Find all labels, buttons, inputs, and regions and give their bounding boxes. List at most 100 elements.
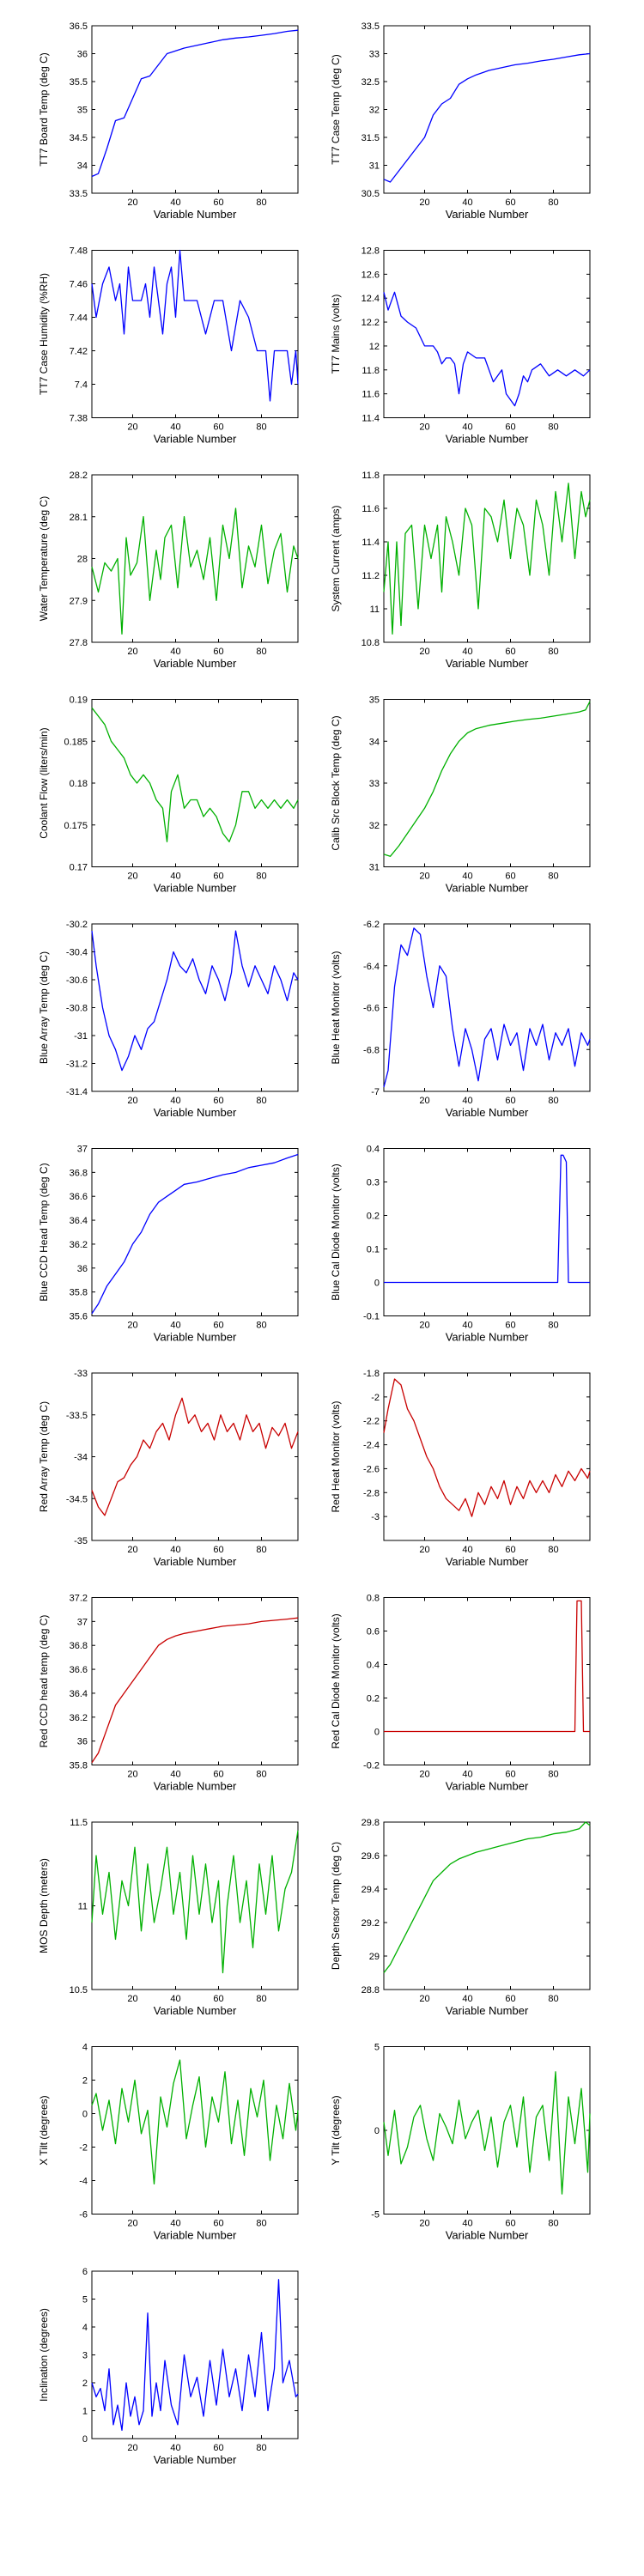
- y-tick-label: -30.8: [66, 1004, 88, 1014]
- y-tick-label: 0.3: [367, 1178, 380, 1188]
- x-tick-label: 80: [548, 647, 558, 657]
- y-axis-label: Red Heat Monitor (volts): [330, 1400, 342, 1512]
- x-tick-label: 20: [419, 647, 429, 657]
- y-tick-label: 32: [369, 106, 380, 116]
- y-tick-label: -3: [371, 1512, 380, 1522]
- x-axis-label: Variable Number: [446, 208, 529, 221]
- y-tick-label: 0.18: [70, 779, 88, 789]
- x-tick-label: 40: [170, 2219, 180, 2229]
- y-tick-label: 0.4: [367, 1145, 380, 1155]
- series-line: [383, 1378, 591, 1517]
- plot-frame: [91, 699, 299, 867]
- y-tick-label: 37: [77, 1145, 88, 1155]
- x-tick-label: 20: [127, 872, 137, 882]
- x-axis-label: Variable Number: [446, 882, 529, 895]
- y-tick-label: 11: [78, 1902, 88, 1912]
- y-tick-label: -33.5: [66, 1411, 88, 1421]
- y-tick-label: 34: [369, 737, 380, 747]
- y-tick-label: 28.1: [70, 513, 88, 523]
- x-axis-label: Variable Number: [446, 1106, 529, 1119]
- x-axis-label: Variable Number: [446, 2004, 529, 2017]
- y-axis-label: System Current (amps): [330, 505, 342, 611]
- series-line: [91, 507, 299, 635]
- y-axis-label: TT7 Case Humidity (%RH): [38, 273, 50, 395]
- y-tick-label: 0.175: [64, 821, 88, 831]
- x-tick-label: 60: [213, 872, 223, 882]
- y-tick-label: 6: [82, 2267, 88, 2277]
- series-line: [91, 707, 299, 842]
- y-tick-label: 35: [77, 106, 88, 116]
- series-line: [383, 701, 591, 857]
- x-axis-label: Variable Number: [446, 433, 529, 446]
- y-tick-label: 35.8: [70, 1761, 88, 1771]
- series-line: [91, 2279, 299, 2431]
- plot-frame: [383, 1597, 591, 1765]
- x-axis-label: Variable Number: [154, 433, 237, 446]
- x-tick-label: 20: [419, 2219, 429, 2229]
- y-tick-label: 36.6: [70, 1665, 88, 1675]
- x-tick-label: 80: [548, 1321, 558, 1331]
- x-tick-label: 40: [170, 872, 180, 882]
- x-tick-label: 80: [256, 1994, 266, 2004]
- y-tick-label: 36.2: [70, 1240, 88, 1250]
- x-tick-label: 60: [213, 1096, 223, 1106]
- y-tick-label: 33.5: [361, 21, 380, 32]
- y-tick-label: -31.2: [66, 1060, 88, 1070]
- y-tick-label: -2.8: [363, 1488, 380, 1498]
- y-axis-label: Y Tilt (degrees): [330, 2095, 342, 2165]
- series-line: [91, 29, 299, 178]
- y-tick-label: 0.6: [367, 1627, 380, 1637]
- x-axis-label: Variable Number: [446, 657, 529, 670]
- y-tick-label: 0.19: [70, 696, 88, 706]
- y-tick-label: -34: [74, 1453, 88, 1463]
- x-tick-label: 20: [419, 1545, 429, 1555]
- x-axis-label: Variable Number: [154, 2453, 237, 2466]
- y-axis-label: TT7 Board Temp (deg C): [38, 52, 50, 167]
- chart-panel-16: 20 40 60 80 -0.2 0 0.2 0.4 0.6 0.8 Variable Number…: [330, 1594, 591, 1793]
- y-axis-label: Red CCD head temp (deg C): [38, 1615, 50, 1748]
- plot-frame: [91, 1597, 299, 1765]
- x-tick-label: 80: [548, 422, 558, 433]
- plot-frame: [383, 250, 591, 418]
- series-line: [91, 2059, 299, 2185]
- y-tick-label: 34.5: [70, 133, 88, 143]
- chart-panel-6: 20 40 60 80 10.8 11 11.2 11.4 11.6 11.8 Variable N…: [330, 471, 591, 670]
- y-tick-label: 32: [369, 821, 380, 831]
- plot-frame: [91, 1372, 299, 1541]
- y-tick-label: 29.8: [361, 1818, 380, 1828]
- x-tick-label: 60: [213, 2443, 223, 2453]
- x-tick-label: 40: [170, 2443, 180, 2453]
- y-tick-label: 29.6: [361, 1851, 380, 1862]
- x-axis-label: Variable Number: [154, 2229, 237, 2242]
- y-tick-label: 34: [77, 161, 88, 172]
- x-axis-label: Variable Number: [154, 1555, 237, 1568]
- y-axis-label: Depth Sensor Temp (deg C): [330, 1842, 342, 1970]
- x-tick-label: 80: [256, 2443, 266, 2453]
- y-tick-label: 37.2: [70, 1594, 88, 1604]
- x-tick-label: 60: [505, 1545, 515, 1555]
- y-axis-label: Red Array Temp (deg C): [38, 1401, 50, 1512]
- x-tick-label: 40: [462, 1321, 472, 1331]
- series-line: [91, 249, 299, 402]
- y-tick-label: 29.2: [361, 1918, 380, 1929]
- x-axis-label: Variable Number: [154, 208, 237, 221]
- y-tick-label: 0.2: [367, 1212, 380, 1222]
- x-tick-label: 60: [213, 647, 223, 657]
- y-tick-label: 5: [82, 2295, 88, 2306]
- y-tick-label: 30.5: [361, 189, 380, 199]
- y-axis-label: MOS Depth (meters): [38, 1858, 50, 1953]
- y-tick-label: -2.2: [363, 1417, 380, 1427]
- y-tick-label: -6.4: [363, 962, 380, 972]
- series-line: [91, 930, 299, 1072]
- x-tick-label: 80: [548, 197, 558, 208]
- y-tick-label: -30.6: [66, 975, 88, 986]
- x-tick-label: 20: [127, 1770, 137, 1780]
- chart-panel-9: 20 40 60 80 -31.4 -31.2 -31 -30.8 -30.6 -30.4 -30.…: [38, 920, 299, 1119]
- x-axis-label: Variable Number: [154, 1106, 237, 1119]
- x-tick-label: 80: [256, 647, 266, 657]
- y-tick-label: -7: [371, 1087, 380, 1097]
- x-tick-label: 40: [462, 1994, 472, 2004]
- y-tick-label: 12.4: [361, 294, 380, 304]
- y-tick-label: 7.46: [70, 280, 88, 290]
- plot-frame: [91, 474, 299, 643]
